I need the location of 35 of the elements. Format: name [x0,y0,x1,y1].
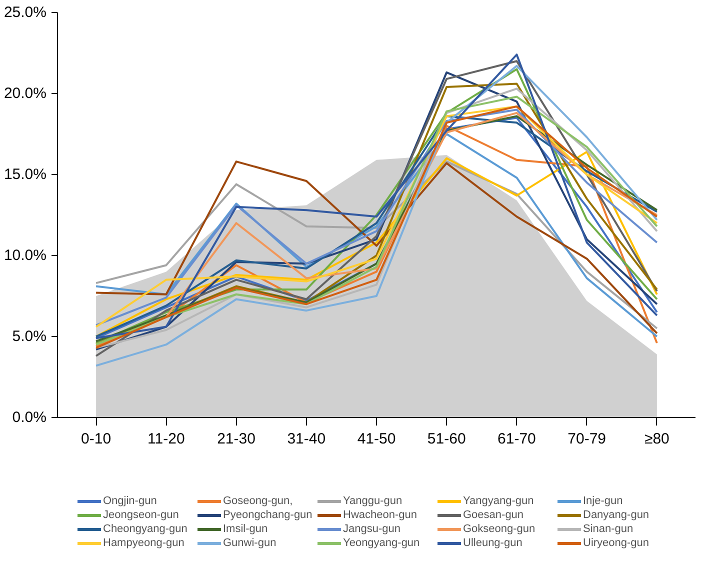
x-tick-label: 51-60 [427,430,466,448]
x-tick-label: 0-10 [81,430,112,448]
y-tick-label: 10.0% [4,247,47,264]
legend-label: Goseong-gun, [223,494,294,508]
legend-label: Inje-gun [583,494,624,508]
legend-label: Yangyang-gun [463,494,535,508]
legend-label: Sinan-gun [583,522,634,536]
y-tick-label: 0.0% [12,409,47,426]
legend-label: Ongjin-gun [103,494,158,508]
x-tick-label: 61-70 [498,430,536,448]
x-tick-label: 31-40 [287,430,326,448]
legend-label: Hampyeong-gun [103,536,186,550]
legend-label: Jeongseon-gun [103,508,180,522]
legend-label: Ulleung-gun [463,536,524,550]
legend-label: Gokseong-gun [463,522,536,536]
legend-label: Pyeongchang-gun [223,508,314,522]
legend-label: Jangsu-gun [343,522,402,536]
x-tick-label: ≥80 [644,430,670,448]
y-tick-label: 15.0% [4,166,47,183]
legend-label: Hwacheon-gun [343,508,418,522]
x-tick-label: 11-20 [148,430,185,448]
legend-label: Yeongyang-gun [343,536,421,550]
y-tick-label: 20.0% [4,85,47,102]
x-tick-label: 41-50 [357,430,396,448]
legend-label: Cheongyang-gun [103,522,188,536]
legend-label: Uiryeong-gun [583,536,650,550]
legend-label: Gunwi-gun [223,536,278,550]
x-tick-label: 21-30 [217,430,256,448]
legend-label: Goesan-gun [463,508,525,522]
legend-label: Imsil-gun [223,522,269,536]
legend-label: Danyang-gun [583,508,650,522]
y-tick-label: 5.0% [12,328,47,345]
x-tick-label: 70-79 [568,430,606,448]
legend-label: Yanggu-gun [343,494,404,508]
y-tick-label: 25.0% [4,4,47,21]
